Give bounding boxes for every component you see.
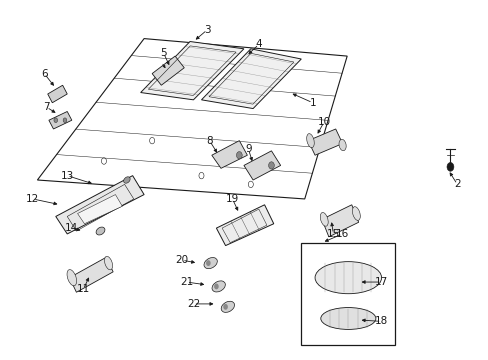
Ellipse shape — [314, 262, 381, 294]
Text: 15: 15 — [326, 229, 339, 239]
Ellipse shape — [352, 207, 360, 220]
Circle shape — [268, 162, 274, 169]
Text: 12: 12 — [26, 194, 40, 204]
Ellipse shape — [96, 227, 105, 235]
Text: 11: 11 — [77, 284, 90, 294]
Circle shape — [236, 152, 242, 159]
Text: 10: 10 — [317, 117, 330, 127]
Ellipse shape — [104, 256, 112, 270]
Polygon shape — [78, 194, 122, 224]
Polygon shape — [49, 112, 72, 129]
Text: 3: 3 — [203, 25, 210, 35]
Bar — [301, 243, 395, 345]
Ellipse shape — [123, 177, 130, 183]
Text: 9: 9 — [244, 144, 251, 154]
Polygon shape — [244, 151, 280, 180]
Ellipse shape — [338, 139, 346, 151]
Text: 5: 5 — [160, 48, 166, 58]
Text: 6: 6 — [41, 69, 47, 78]
Text: 4: 4 — [255, 40, 262, 49]
Polygon shape — [69, 257, 113, 292]
Polygon shape — [216, 205, 273, 246]
Circle shape — [63, 118, 67, 122]
Polygon shape — [211, 141, 247, 168]
Text: 18: 18 — [374, 316, 387, 327]
Circle shape — [205, 260, 210, 266]
Text: 2: 2 — [453, 179, 460, 189]
Text: 16: 16 — [335, 229, 348, 239]
Text: 13: 13 — [61, 171, 74, 181]
Ellipse shape — [221, 301, 234, 312]
Circle shape — [54, 118, 58, 122]
Circle shape — [214, 284, 218, 289]
Polygon shape — [56, 176, 144, 234]
Text: 8: 8 — [206, 136, 212, 146]
Text: 1: 1 — [309, 98, 315, 108]
Ellipse shape — [67, 270, 77, 286]
Text: 20: 20 — [175, 255, 188, 265]
Ellipse shape — [306, 134, 314, 148]
Ellipse shape — [203, 257, 217, 269]
Polygon shape — [152, 56, 184, 85]
Text: 21: 21 — [180, 277, 193, 287]
Circle shape — [446, 162, 453, 171]
Text: 17: 17 — [374, 277, 387, 287]
Circle shape — [223, 304, 227, 310]
Polygon shape — [307, 129, 342, 155]
Ellipse shape — [320, 307, 375, 329]
Polygon shape — [321, 205, 358, 237]
Ellipse shape — [320, 212, 327, 226]
Polygon shape — [201, 49, 301, 109]
Polygon shape — [141, 41, 244, 100]
Text: 14: 14 — [65, 223, 78, 233]
Text: 22: 22 — [186, 299, 200, 309]
Text: 19: 19 — [225, 194, 239, 204]
Ellipse shape — [212, 281, 225, 292]
Text: 7: 7 — [43, 102, 50, 112]
Polygon shape — [48, 85, 67, 103]
